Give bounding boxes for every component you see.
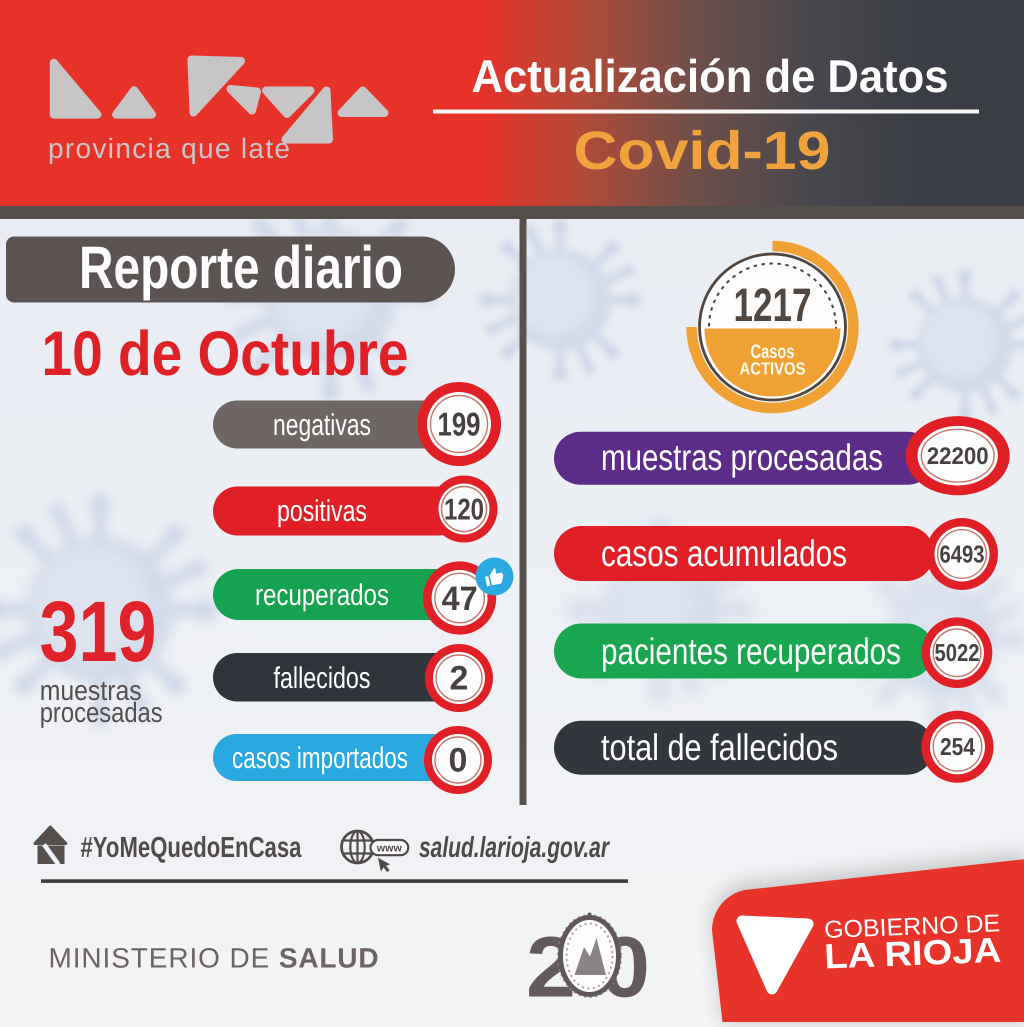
svg-text:LA RIOJA: LA RIOJA xyxy=(824,931,1002,977)
svg-text:2: 2 xyxy=(450,660,469,698)
svg-text:120: 120 xyxy=(444,494,484,527)
svg-text:#YoMeQuedoEnCasa: #YoMeQuedoEnCasa xyxy=(81,832,303,864)
svg-text:Covid-19: Covid-19 xyxy=(574,121,831,181)
svg-text:Actualización de Datos: Actualización de Datos xyxy=(472,50,949,102)
svg-text:pacientes recuperados: pacientes recuperados xyxy=(601,631,901,672)
svg-text:6493: 6493 xyxy=(940,542,985,569)
svg-text:Reporte diario: Reporte diario xyxy=(79,234,403,301)
svg-text:10 de Octubre: 10 de Octubre xyxy=(42,319,409,389)
svg-text:47: 47 xyxy=(442,580,478,618)
svg-text:fallecidos: fallecidos xyxy=(274,662,371,695)
svg-text:0: 0 xyxy=(449,742,468,780)
svg-text:recuperados: recuperados xyxy=(255,579,389,612)
svg-text:ACTIVOS: ACTIVOS xyxy=(740,359,806,379)
svg-text:muestras: muestras xyxy=(40,675,142,706)
svg-text:casos acumulados: casos acumulados xyxy=(601,533,847,574)
svg-text:Casos: Casos xyxy=(751,341,795,363)
svg-text:www: www xyxy=(376,843,402,855)
svg-text:provincia que late: provincia que late xyxy=(48,133,290,164)
svg-text:MINISTERIO DE SALUD: MINISTERIO DE SALUD xyxy=(49,943,380,974)
svg-text:procesadas: procesadas xyxy=(40,697,163,728)
svg-text:salud.larioja.gov.ar: salud.larioja.gov.ar xyxy=(419,832,610,864)
svg-text:negativas: negativas xyxy=(273,409,371,442)
svg-text:casos importados: casos importados xyxy=(232,742,408,775)
svg-text:22200: 22200 xyxy=(927,443,989,470)
svg-text:319: 319 xyxy=(40,584,157,680)
svg-text:positivas: positivas xyxy=(277,495,367,528)
svg-text:1217: 1217 xyxy=(734,278,812,331)
svg-text:muestras procesadas: muestras procesadas xyxy=(601,437,883,478)
svg-text:199: 199 xyxy=(438,406,481,443)
svg-text:254: 254 xyxy=(940,734,975,761)
svg-text:5022: 5022 xyxy=(935,640,980,667)
svg-text:total de fallecidos: total de fallecidos xyxy=(601,727,838,768)
